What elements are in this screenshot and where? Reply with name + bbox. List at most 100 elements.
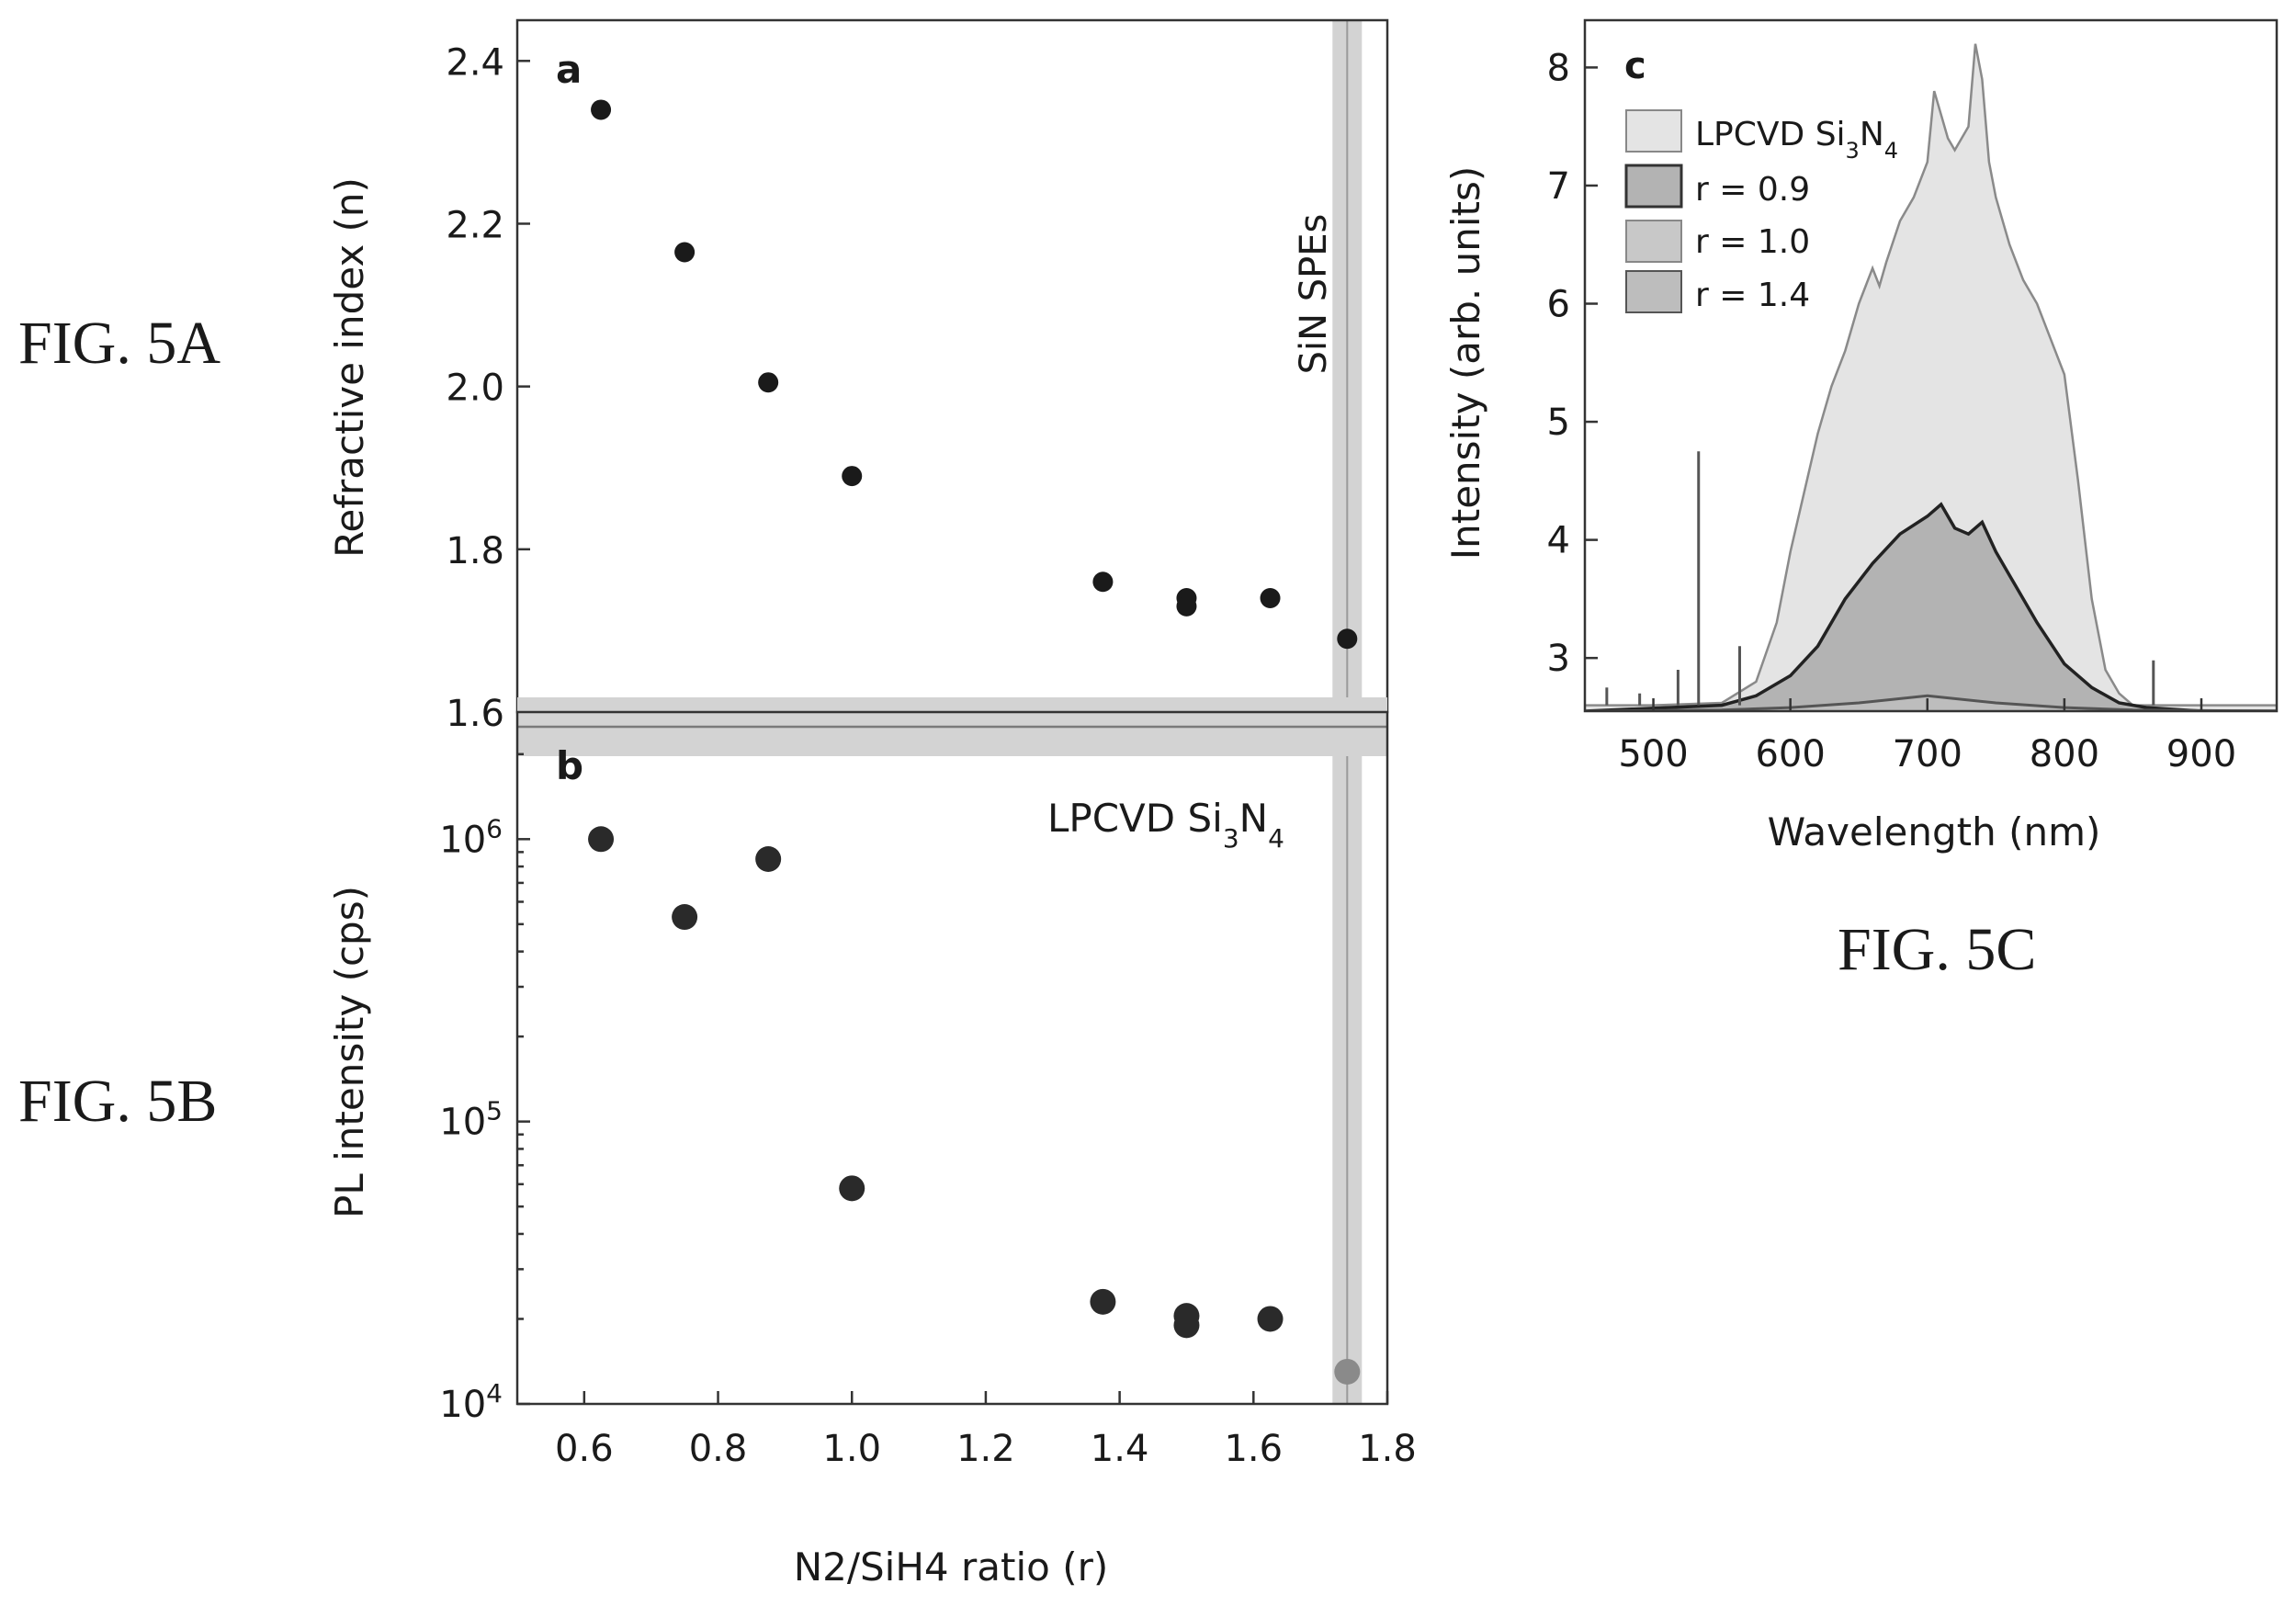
tick-exponent: 5 <box>486 1095 503 1126</box>
panel-c-x-axis-label: Wavelength (nm) <box>1768 809 2101 854</box>
legend-swatch-r09 <box>1624 164 1683 209</box>
panel-a-y-tick-label: 2.0 <box>446 368 504 410</box>
panel-b-y-tick-label: 104 <box>439 1378 503 1427</box>
panel-a-y-tick-label: 2.2 <box>446 204 504 246</box>
panel-b-x-tick-label: 1.8 <box>1358 1428 1417 1470</box>
panel-c-y-tick-label: 6 <box>1547 284 1570 326</box>
panel-c-y-tick-label: 4 <box>1547 520 1570 562</box>
spe-band-label: SiN SPEs <box>1293 214 1335 375</box>
panel-b-point <box>755 845 782 872</box>
panel-b-x-ticks: 0.6 0.8 1.0 1.2 1.4 1.6 1.8 <box>555 1391 1417 1470</box>
fig-5b-caption: FIG. 5B <box>18 1068 217 1135</box>
panel-c-x-tick-label: 800 <box>2030 733 2099 775</box>
series-lpcvd-line <box>1585 43 2277 707</box>
series-r09-line <box>1585 502 2277 711</box>
tick-base: 10 <box>439 1384 486 1426</box>
panel-b-x-tick-label: 0.8 <box>689 1428 748 1470</box>
panel-a-y-ticks: 1.6 1.8 2.0 2.2 2.4 <box>446 41 530 735</box>
lpcvd-reference-band <box>517 697 1387 757</box>
panel-b-point <box>672 904 698 931</box>
panel-b-x-tick-label: 0.6 <box>555 1428 614 1470</box>
panel-b-label-text: b <box>556 743 583 788</box>
legend-lpcvd-mid: N <box>1860 116 1884 153</box>
panel-b-point <box>1090 1288 1116 1315</box>
panel-a-point <box>1092 571 1114 593</box>
legend-lpcvd-sub1: 3 <box>1846 138 1860 164</box>
panel-c-y-tick-label: 5 <box>1547 402 1570 444</box>
fig-5c-caption: FIG. 5C <box>1838 916 2036 983</box>
panel-b-x-tick-label: 1.4 <box>1091 1428 1149 1470</box>
panel-a-point <box>758 372 779 393</box>
lpcvd-reference-label: LPCVD Si3N4 <box>1047 796 1284 854</box>
spe-band-b <box>1332 712 1363 1404</box>
tick-base: 10 <box>439 819 486 861</box>
panel-b-point <box>839 1175 865 1202</box>
series-r14-area <box>1585 696 2277 711</box>
spe-band-a <box>1332 20 1363 712</box>
panel-b-x-axis-label: N2/SiH4 ratio (r) <box>794 1544 1109 1590</box>
ref-label-sub1: 3 <box>1223 823 1239 854</box>
panel-b-point <box>588 826 615 853</box>
ref-label-prefix: LPCVD Si <box>1047 796 1223 841</box>
series-r14-line <box>1585 694 2277 711</box>
legend-swatch-lpcvd <box>1625 109 1682 153</box>
panel-a-y-tick-label: 1.8 <box>446 530 504 572</box>
panel-c-x-tick-label: 700 <box>1893 733 1962 775</box>
panel-c-y-tick-label: 7 <box>1547 165 1570 208</box>
legend-label-lpcvd: LPCVD Si3N4 <box>1695 116 1898 164</box>
panel-a-point <box>1260 587 1281 608</box>
panel-b-x-tick-label: 1.2 <box>956 1428 1015 1470</box>
panel-a-y-tick-label: 1.6 <box>446 693 504 735</box>
panel-b-frame <box>515 710 1389 1406</box>
ref-label-mid: N <box>1239 796 1268 841</box>
panel-c-frame <box>1583 18 2279 713</box>
legend-swatch-r14 <box>1625 270 1682 313</box>
series-lpcvd-area <box>1585 43 2277 711</box>
panel-a-point <box>591 99 612 120</box>
panel-a-y-tick-label: 2.4 <box>446 41 504 84</box>
legend-lpcvd-main: LPCVD Si <box>1695 116 1846 153</box>
panel-a-point <box>1176 595 1197 617</box>
panel-b-x-tick-label: 1.0 <box>822 1428 881 1470</box>
panel-c-label: c <box>1624 45 1646 87</box>
legend-label-r09: r = 0.9 <box>1695 171 1810 209</box>
panel-b-label: b <box>556 743 583 788</box>
panel-c-x-tick-label: 900 <box>2166 733 2236 775</box>
legend-label-r10: r = 1.0 <box>1695 223 1810 261</box>
panel-b-x-tick-label: 1.6 <box>1224 1428 1283 1470</box>
panel-c-y-tick-label: 3 <box>1547 638 1570 680</box>
tick-exponent: 6 <box>486 813 503 843</box>
ref-label-sub2: 4 <box>1268 823 1284 854</box>
panel-c-x-tick-label: 600 <box>1755 733 1825 775</box>
panel-b-y-tick-label: 106 <box>439 813 503 862</box>
tick-exponent: 4 <box>486 1378 503 1409</box>
panel-b-point <box>1257 1306 1284 1332</box>
panel-c-y-tick-label: 8 <box>1547 47 1570 89</box>
panel-b-y-axis-label: PL intensity (cps) <box>327 886 372 1218</box>
panel-b-points <box>588 826 1361 1385</box>
panel-a-points <box>591 99 1358 650</box>
legend-lpcvd-sub2: 4 <box>1884 138 1898 164</box>
panel-a-point <box>842 466 863 487</box>
legend-swatch-r10 <box>1625 220 1682 263</box>
series-r09-area <box>1585 504 2277 711</box>
panel-a-point <box>674 242 696 263</box>
panel-a-frame <box>515 18 1389 714</box>
panel-a-refractive-index: 1.6 1.8 2.0 2.2 2.4 a SiN SPEs Refractive in… <box>327 18 1389 735</box>
tick-base: 10 <box>439 1102 486 1144</box>
panel-c-x-tick-label: 500 <box>1618 733 1688 775</box>
panel-c-y-axis-label: Intensity (arb. units) <box>1443 166 1488 560</box>
panel-a-y-axis-label: Refractive index (n) <box>327 177 372 558</box>
panel-b-y-tick-label: 105 <box>439 1095 503 1144</box>
legend-label-r14: r = 1.4 <box>1695 277 1810 314</box>
fig-5a-caption: FIG. 5A <box>18 310 221 377</box>
panel-a-point <box>1337 628 1358 650</box>
panel-b-point <box>1334 1358 1361 1385</box>
panel-c-series <box>1585 43 2277 711</box>
panel-b-point <box>1173 1312 1200 1339</box>
panel-c-y-ticks: 3 4 5 6 7 8 <box>1547 47 1598 680</box>
panel-c-legend: LPCVD Si3N4 r = 0.9 r = 1.0 r = 1.4 <box>1624 109 1898 314</box>
